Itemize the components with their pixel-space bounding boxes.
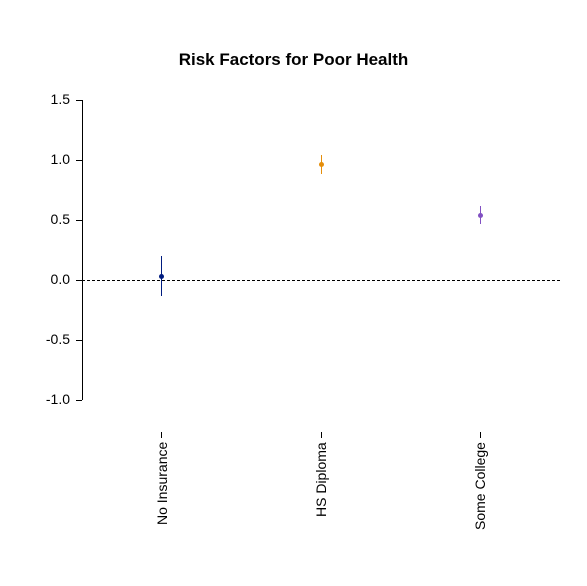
y-tick	[76, 160, 82, 161]
chart-root: Risk Factors for Poor Health -1.0 -0.5 0.0…	[0, 0, 587, 586]
y-tick-label: 1.0	[0, 151, 70, 167]
x-tick-label: No Insurance	[153, 442, 171, 562]
point-marker	[478, 213, 483, 218]
y-tick	[76, 340, 82, 341]
chart-title: Risk Factors for Poor Health	[0, 50, 587, 70]
x-tick-label: Some College	[471, 442, 489, 562]
x-tick	[161, 432, 162, 438]
y-axis-line	[82, 100, 83, 400]
point-marker	[159, 274, 164, 279]
y-tick-label: -0.5	[0, 331, 70, 347]
y-tick	[76, 220, 82, 221]
y-tick-label: -1.0	[0, 391, 70, 407]
y-tick-label: 1.5	[0, 91, 70, 107]
y-tick-label: 0.5	[0, 211, 70, 227]
y-tick	[76, 100, 82, 101]
y-tick	[76, 400, 82, 401]
x-tick	[321, 432, 322, 438]
x-tick	[480, 432, 481, 438]
y-tick-label: 0.0	[0, 271, 70, 287]
point-marker	[319, 162, 324, 167]
x-tick-label: HS Diploma	[312, 442, 330, 562]
reference-line	[82, 280, 560, 281]
